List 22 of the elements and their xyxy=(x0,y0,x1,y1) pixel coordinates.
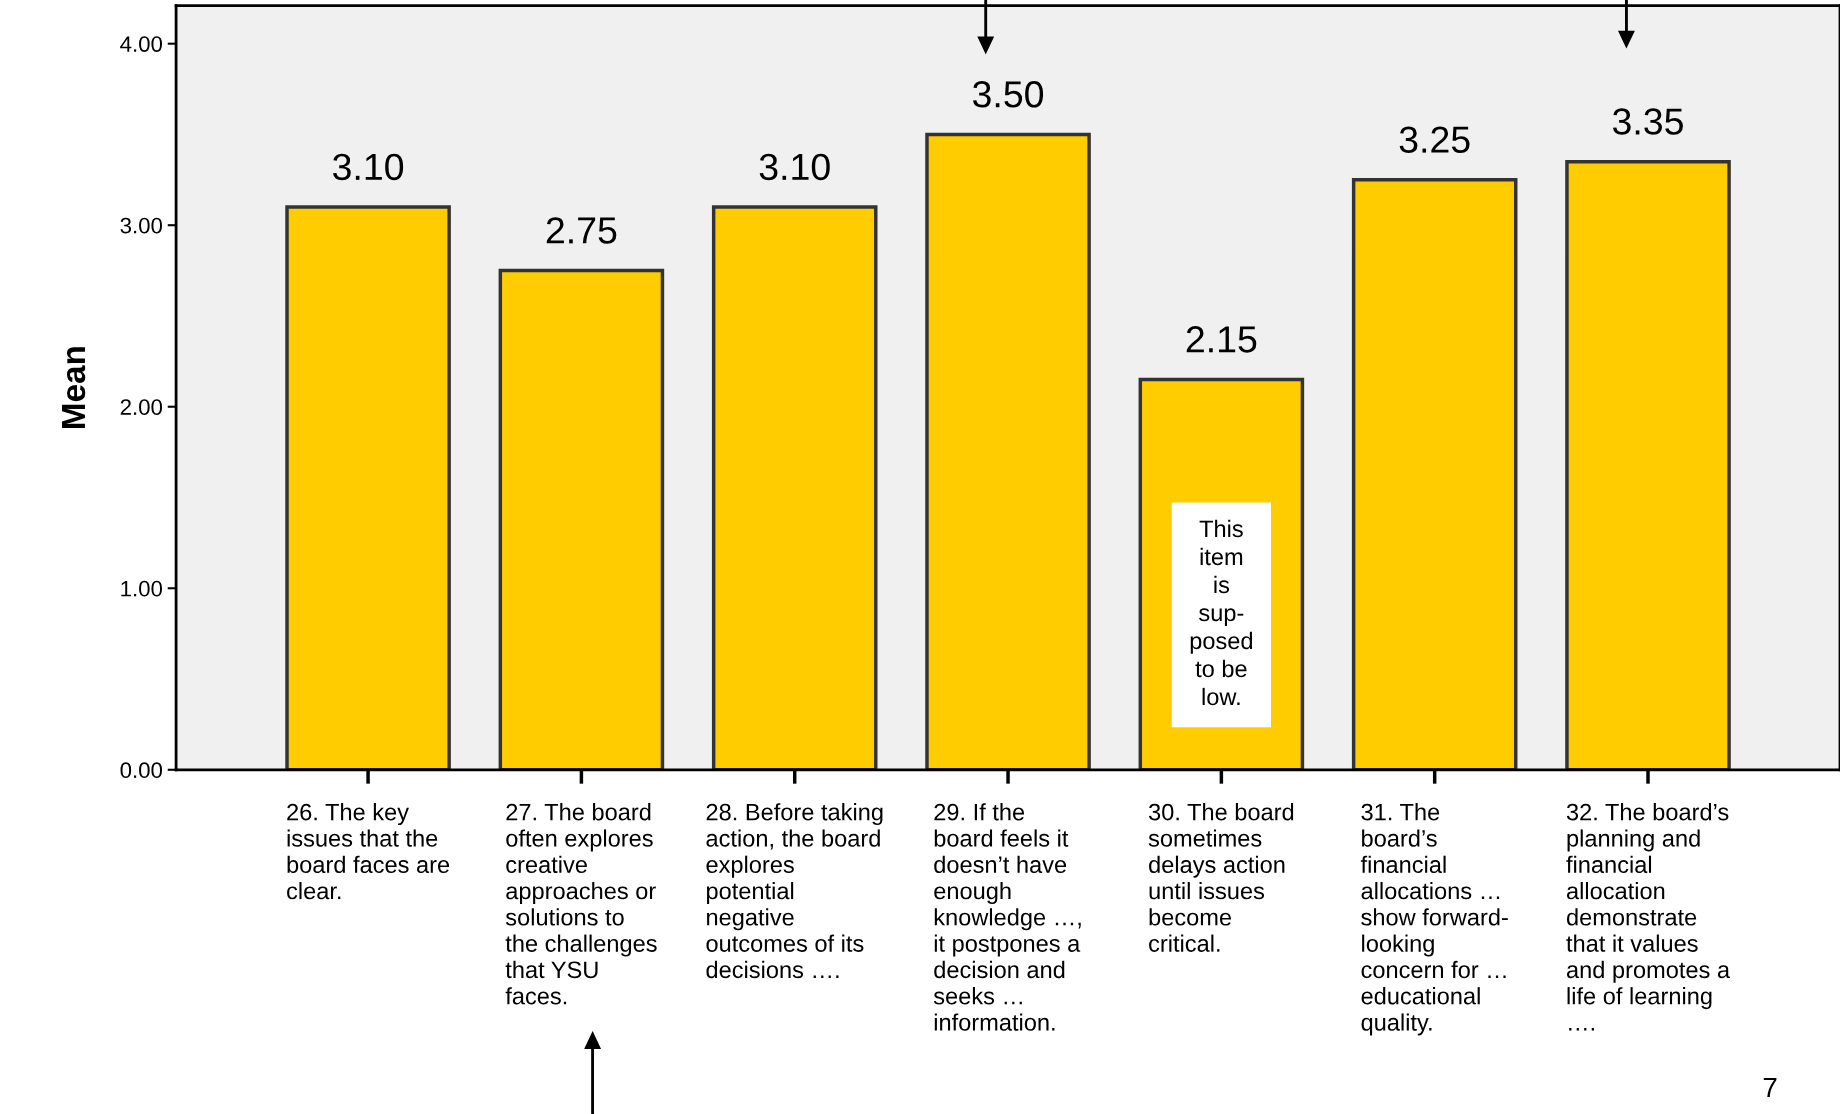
category-label: 32. The board’s planning and financial allocation demonstrate that it values and promotes a life of learning …. xyxy=(1566,803,1731,1031)
y-axis-title: Mean xyxy=(62,347,86,429)
y-tick-label: 0.00 xyxy=(120,762,163,779)
data-label: 3.10 xyxy=(759,153,830,181)
data-label: 3.10 xyxy=(333,153,404,181)
y-tick-label: 3.00 xyxy=(120,217,163,234)
y-tick-label: 1.00 xyxy=(121,580,163,597)
x-tick-label: 28. Before taking action, the board explores potential negative outcomes of its decisions …. xyxy=(706,803,883,979)
data-label: 2.75 xyxy=(546,217,617,244)
y-tick-label: 2.00 xyxy=(120,399,163,415)
y-tick-label: 4.00 xyxy=(120,36,163,52)
data-label: 3.50 xyxy=(972,81,1044,108)
annotation: This item is sup- posed to be low. xyxy=(1190,519,1253,706)
x-tick-label: 26. The key issues that the board faces are clear. xyxy=(287,803,450,900)
data-label: 3.25 xyxy=(1399,126,1470,153)
category-label: 31. The board’s financial allocations … show forward- looking concern for … educational quality. xyxy=(1360,803,1508,1036)
text: 7 xyxy=(1763,1077,1777,1098)
category-label: 29. If the board feels it doesn’t have enough knowledge …, it postpones a decision and seeks … information. xyxy=(933,803,1081,1031)
x-tick-label: 30. The board sometimes delays action until issues become critical. xyxy=(1148,803,1294,952)
data-label: 2.15 xyxy=(1186,326,1257,353)
data-label: 3.35 xyxy=(1612,108,1683,135)
x-tick-label: 27. The board often explores creative approaches or solutions to the challenges that YSU faces. xyxy=(505,803,657,1005)
